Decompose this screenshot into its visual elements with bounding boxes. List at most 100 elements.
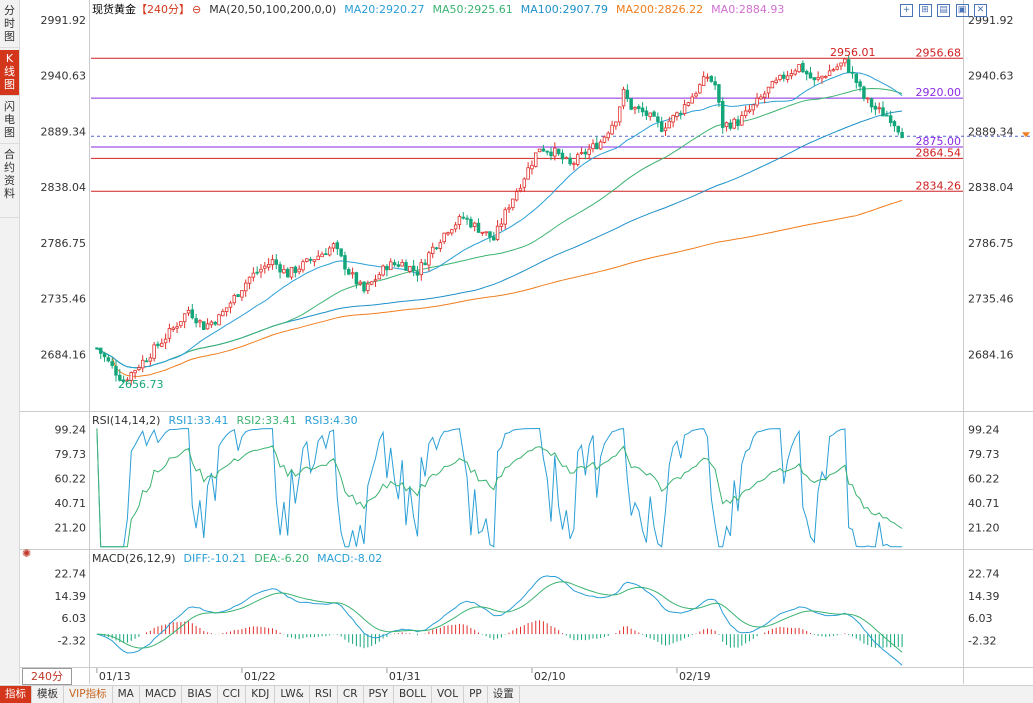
candle-body [568, 157, 572, 165]
candle-body [804, 70, 809, 75]
candle-body [488, 231, 492, 238]
macd-tick-right: -2.32 [968, 634, 996, 647]
candle-body [537, 148, 542, 153]
indicator-tab-14[interactable]: PP [464, 686, 488, 703]
price-annotation-1: 2656.73 [118, 378, 164, 391]
indicator-tab-5[interactable]: BIAS [182, 686, 218, 703]
candle-body [686, 102, 691, 106]
candle-body [305, 258, 309, 262]
candle-body [606, 132, 610, 139]
indicator-tab-3[interactable]: MA [113, 686, 140, 703]
candle-body [743, 110, 748, 116]
candle-body [232, 295, 237, 304]
candle-body [785, 75, 790, 80]
candle-body [774, 79, 778, 83]
candle-body [266, 264, 271, 268]
candle-body [404, 262, 408, 271]
rsi-tick-right: 60.22 [968, 473, 1000, 486]
candle-body [881, 107, 885, 117]
y-tick-right: 2940.63 [968, 70, 1014, 83]
close-icon[interactable]: ✕ [974, 4, 987, 17]
candle-body [163, 338, 168, 344]
fullscreen-icon[interactable]: ▣ [955, 4, 969, 17]
period-label: 【240分】 [136, 3, 190, 16]
candle-body [522, 178, 527, 188]
indicator-tab-8[interactable]: LW& [275, 686, 310, 703]
indicator-tab-11[interactable]: PSY [364, 686, 394, 703]
candle-body [427, 252, 431, 266]
candle-body [709, 75, 714, 82]
indicator-tab-1[interactable]: 模板 [32, 686, 64, 703]
candle-body [816, 76, 820, 80]
candle-body [667, 120, 672, 129]
ma-settings-icon[interactable]: ⊖ [192, 3, 202, 16]
candle-body [381, 265, 385, 276]
hline-label-1: 2920.00 [916, 86, 962, 99]
sidebar-tab-2[interactable]: 闪电图 [0, 98, 19, 144]
hline-label-3: 2864.54 [916, 146, 962, 159]
indicator-tab-10[interactable]: CR [338, 686, 364, 703]
candle-body [553, 147, 557, 157]
x-tick-label: 01/31 [389, 670, 421, 683]
indicator-tab-4[interactable]: MACD [140, 686, 183, 703]
indicator-tab-12[interactable]: BOLL [394, 686, 432, 703]
candle-body [469, 218, 473, 228]
candle-body [343, 255, 347, 270]
candle-body [205, 323, 210, 330]
candle-body [740, 115, 744, 126]
indicator-tab-0[interactable]: 指标 [0, 686, 32, 703]
candle-body [534, 152, 538, 167]
candle-body [350, 272, 355, 275]
rsi-tick-right: 40.71 [968, 497, 1000, 510]
candle-body [831, 69, 836, 72]
candle-body [446, 232, 450, 235]
candle-body [98, 347, 103, 354]
candle-body [476, 222, 481, 233]
indicator-tab-6[interactable]: CCI [218, 686, 247, 703]
indicator-tab-13[interactable]: VOL [432, 686, 465, 703]
sidebar-tab-0[interactable]: 分时图 [0, 2, 19, 48]
candle-body [625, 89, 630, 99]
zoom-in-icon[interactable]: ⊞ [918, 4, 932, 17]
crosshair-icon[interactable]: + [900, 4, 913, 17]
candle-body [877, 107, 881, 110]
candle-body [824, 76, 828, 78]
candle-body [846, 59, 851, 73]
candle-body [671, 115, 675, 123]
indicator-bar: 指标 模板 VIP指标 MA MACD BIAS CCI KDJ LW& RSI CR PSY BOLL… [0, 685, 1033, 703]
indicator-settings-icon[interactable]: ✺ [22, 547, 32, 560]
layout-icon[interactable]: ▤ [937, 4, 950, 17]
candle-body [312, 259, 317, 262]
indicator-tab-7[interactable]: KDJ [246, 686, 276, 703]
candle-body [285, 268, 290, 278]
candle-body [179, 321, 183, 327]
macd-header: MACD(26,12,9) DIFF:-10.21 DEA:-6.20 MACD:-8… [92, 552, 390, 566]
candle-body [297, 268, 301, 273]
candle-body [755, 97, 759, 106]
y-tick-right: 2991.92 [968, 14, 1014, 27]
candle-body [526, 167, 530, 180]
chart-toolbar: + ⊞ ▤ ▣ ✕ [900, 2, 989, 17]
period-selector[interactable]: 240分 [22, 668, 72, 685]
candle-body [682, 104, 687, 114]
rsi-tick-left: 60.22 [55, 473, 87, 486]
ma-definition: MA(20,50,100,200,0,0) [209, 3, 337, 16]
candle-body [301, 261, 305, 271]
candle-body [621, 88, 626, 107]
candle-body [389, 261, 393, 271]
candle-body [243, 282, 248, 292]
candle-body [133, 370, 137, 374]
indicator-tab-15[interactable]: 设置 [488, 686, 520, 703]
candle-body [656, 116, 660, 122]
candle-body [453, 224, 458, 230]
indicator-tab-9[interactable]: RSI [310, 686, 338, 703]
indicator-tab-2[interactable]: VIP指标 [64, 686, 113, 703]
candle-body [293, 266, 298, 274]
dea-line [96, 581, 903, 653]
sidebar-tab-3[interactable]: 合约资料 [0, 146, 19, 218]
candle-body [362, 281, 366, 292]
y-tick-left: 2735.46 [41, 293, 87, 306]
candle-body [320, 253, 324, 258]
y-tick-left: 2786.75 [41, 237, 87, 250]
